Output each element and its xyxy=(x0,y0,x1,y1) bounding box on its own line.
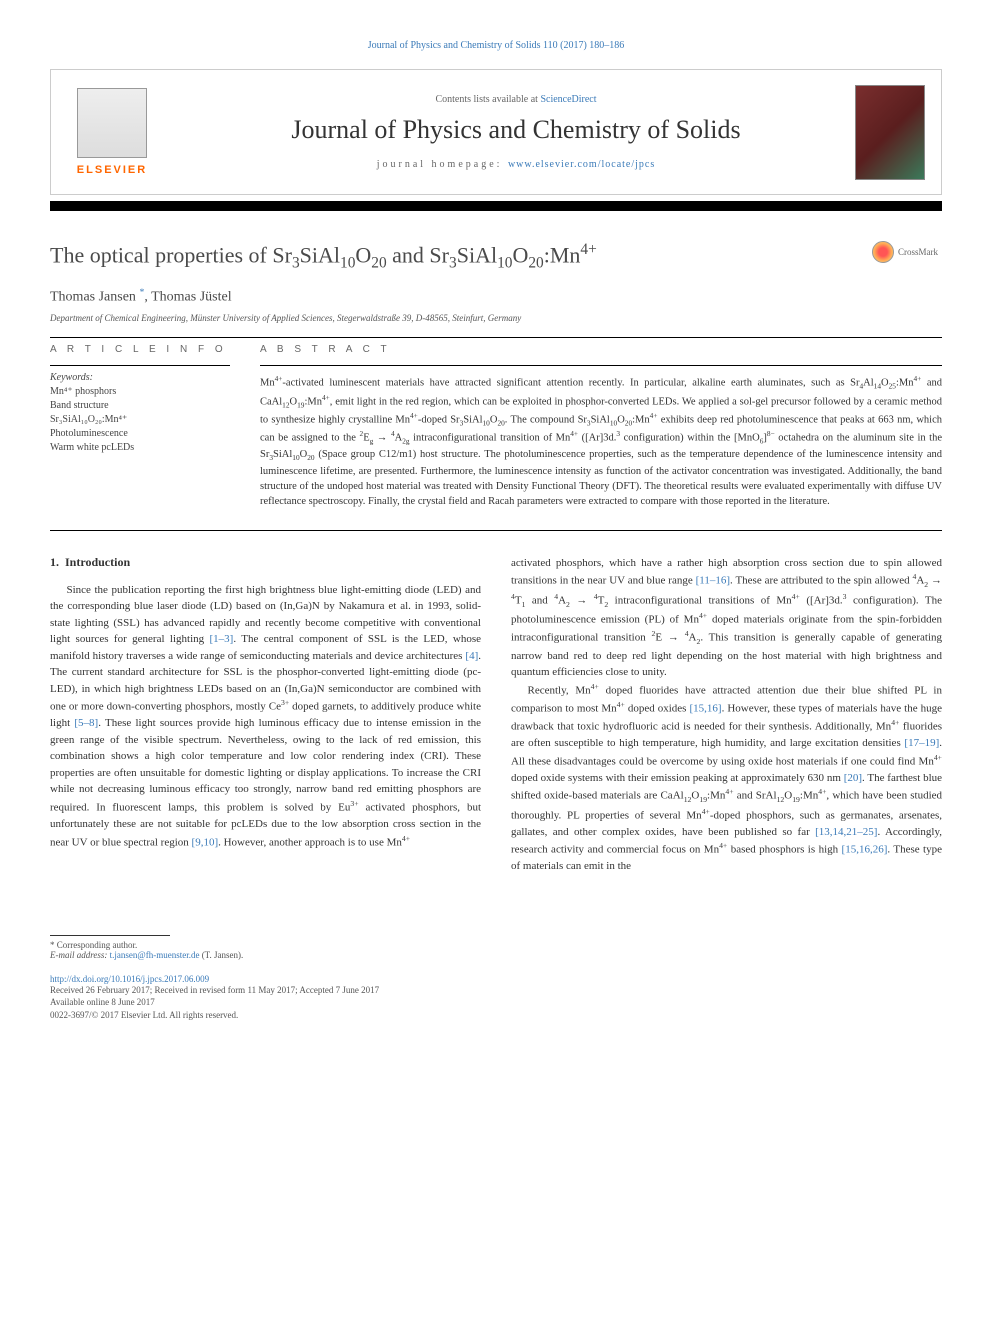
available-line: Available online 8 June 2017 xyxy=(50,996,942,1009)
sciencedirect-link[interactable]: ScienceDirect xyxy=(540,94,596,105)
contents-line: Contents lists available at ScienceDirec… xyxy=(177,94,855,105)
journal-header-box: ELSEVIER Contents lists available at Sci… xyxy=(50,69,942,195)
affiliation: Department of Chemical Engineering, Müns… xyxy=(50,313,942,323)
issue-header: Journal of Physics and Chemistry of Soli… xyxy=(50,40,942,51)
email-line: E-mail address: t.jansen@fh-muenster.de … xyxy=(50,950,942,960)
keywords-label: Keywords: xyxy=(50,372,230,383)
journal-homepage-link[interactable]: www.elsevier.com/locate/jpcs xyxy=(508,159,655,170)
keyword: Photoluminescence xyxy=(50,427,230,441)
keyword: Band structure xyxy=(50,399,230,413)
received-line: Received 26 February 2017; Received in r… xyxy=(50,984,942,997)
article-info-block: A R T I C L E I N F O Keywords: Mn⁴⁺ pho… xyxy=(50,344,230,509)
article-info-heading: A R T I C L E I N F O xyxy=(50,344,230,355)
corresponding-author-note: * Corresponding author. xyxy=(50,940,942,950)
body-columns: 1. Introduction Since the publication re… xyxy=(50,555,942,875)
authors: Thomas Jansen *, Thomas Jüstel xyxy=(50,287,942,306)
crossmark-label: CrossMark xyxy=(898,247,938,257)
article-title: The optical properties of Sr3SiAl10O20 a… xyxy=(50,241,872,273)
body-paragraph: Since the publication reporting the firs… xyxy=(50,582,481,851)
section-heading-intro: 1. Introduction xyxy=(50,555,481,570)
rule-bottom xyxy=(50,530,942,531)
issue-link[interactable]: Journal of Physics and Chemistry of Soli… xyxy=(368,40,625,51)
body-paragraph: activated phosphors, which have a rather… xyxy=(511,555,942,681)
journal-homepage: journal homepage: www.elsevier.com/locat… xyxy=(177,159,855,170)
rule-top xyxy=(50,337,942,338)
keyword: Warm white pcLEDs xyxy=(50,441,230,455)
keyword: Mn⁴⁺ phosphors xyxy=(50,385,230,399)
doi-line: http://dx.doi.org/10.1016/j.jpcs.2017.06… xyxy=(50,974,942,984)
crossmark-icon xyxy=(872,241,894,263)
journal-name: Journal of Physics and Chemistry of Soli… xyxy=(177,115,855,145)
column-left: 1. Introduction Since the publication re… xyxy=(50,555,481,875)
keyword: Sr₃SiAl₁₀O₂₀:Mn⁴⁺ xyxy=(50,413,230,427)
elsevier-label: ELSEVIER xyxy=(77,164,147,176)
copyright-line: 0022-3697/© 2017 Elsevier Ltd. All right… xyxy=(50,1009,942,1022)
author-email-link[interactable]: t.jansen@fh-muenster.de xyxy=(110,950,200,960)
abstract-heading: A B S T R A C T xyxy=(260,344,942,355)
elsevier-tree-icon xyxy=(77,88,147,158)
footnotes: * Corresponding author. E-mail address: … xyxy=(50,935,942,1022)
elsevier-logo: ELSEVIER xyxy=(67,82,157,182)
journal-cover-thumbnail xyxy=(855,85,925,180)
crossmark-badge[interactable]: CrossMark xyxy=(872,241,942,263)
abstract-block: A B S T R A C T Mn4+-activated luminesce… xyxy=(260,344,942,509)
doi-link[interactable]: http://dx.doi.org/10.1016/j.jpcs.2017.06… xyxy=(50,974,209,984)
abstract-text: Mn4+-activated luminescent materials hav… xyxy=(260,374,942,509)
body-paragraph: Recently, Mn4+ doped fluorides have attr… xyxy=(511,681,942,875)
header-divider-bar xyxy=(50,201,942,211)
column-right: activated phosphors, which have a rather… xyxy=(511,555,942,875)
